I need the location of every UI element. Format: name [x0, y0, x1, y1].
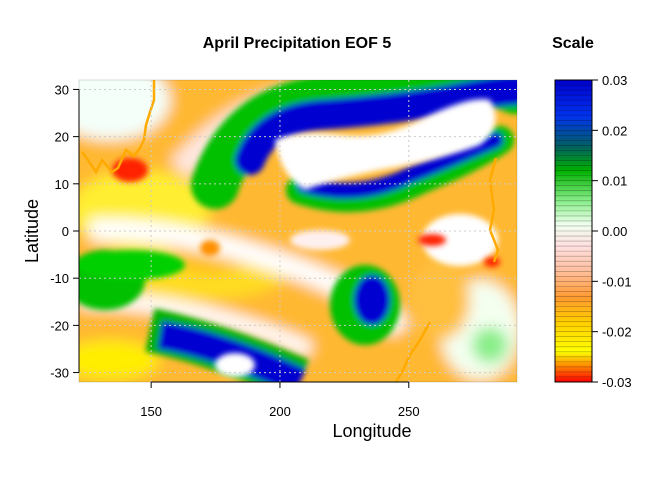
y-axis: 30 20 10 0 -10 -20 -30: [50, 82, 80, 381]
x-axis: 150 200 250: [140, 381, 420, 419]
colorbar-stripes: [555, 84, 592, 378]
x-tick-label: 150: [140, 404, 162, 419]
colorbar-gradient: [554, 79, 593, 383]
x-axis-label: Longitude: [332, 421, 411, 441]
y-tick-label: 20: [55, 130, 69, 145]
colorbar-ticks: 0.03 0.02 0.01 0.00 -0.01 -0.02 -0.03: [592, 73, 632, 390]
colorbar-tick-label: 0.00: [602, 224, 627, 239]
colorbar-tick-label: 0.01: [602, 174, 627, 189]
colorbar-title: Scale: [552, 35, 594, 52]
plot-area: [78, 79, 518, 383]
y-tick-label: 0: [62, 224, 69, 239]
colorbar-tick-label: -0.01: [602, 274, 632, 289]
colorbar-tick-label: -0.02: [602, 325, 632, 340]
x-tick-label: 250: [398, 404, 420, 419]
chart-title: April Precipitation EOF 5: [203, 35, 392, 52]
coastline-outline: [81, 80, 500, 382]
y-tick-label: -10: [50, 271, 69, 286]
gridlines: [79, 80, 517, 382]
colorbar-tick-label: 0.03: [602, 73, 627, 88]
y-axis-label: Latitude: [22, 199, 42, 263]
y-tick-label: 30: [55, 82, 69, 97]
colorbar: Scale 0.03 0.02 0.01 0.00 -0.01 -0.02 -0.03: [552, 35, 632, 390]
colorbar-tick-label: 0.02: [602, 123, 627, 138]
y-tick-label: -30: [50, 366, 69, 381]
heatmap-field: [79, 80, 517, 382]
y-tick-label: -20: [50, 318, 69, 333]
x-tick-label: 200: [269, 404, 291, 419]
colorbar-tick-label: -0.03: [602, 375, 632, 390]
y-tick-label: 10: [55, 177, 69, 192]
